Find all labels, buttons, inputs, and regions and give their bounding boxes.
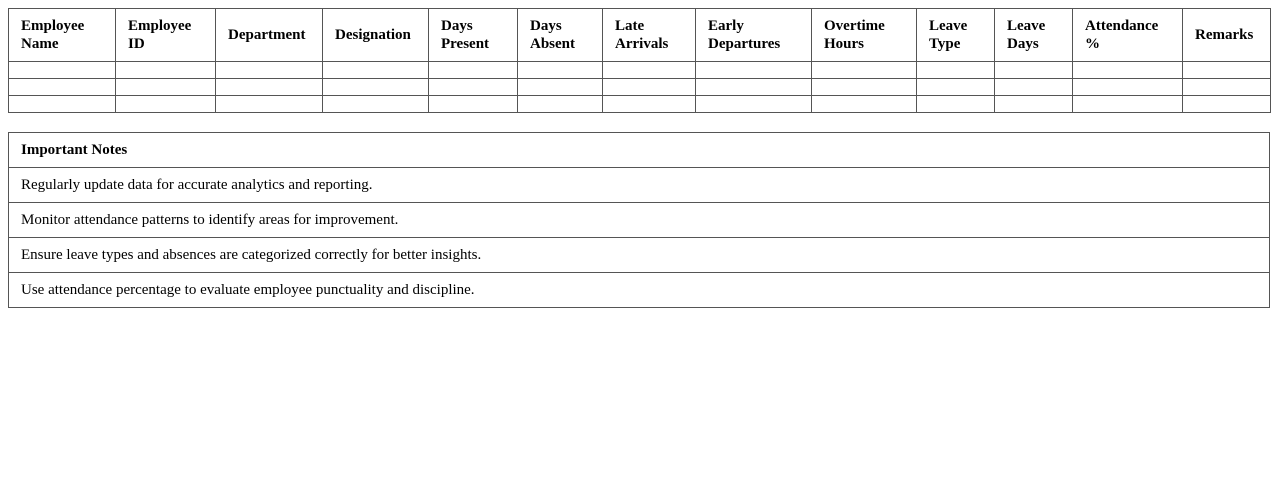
table-cell xyxy=(1182,61,1271,79)
table-cell xyxy=(215,78,323,96)
table-cell xyxy=(215,61,323,79)
table-cell xyxy=(916,61,995,79)
note-item: Use attendance percentage to evaluate em… xyxy=(8,272,1270,308)
note-item: Ensure leave types and absences are cate… xyxy=(8,237,1270,273)
table-cell xyxy=(517,61,603,79)
table-cell xyxy=(1182,95,1271,113)
table-cell xyxy=(602,78,696,96)
column-header: Attendance % xyxy=(1072,8,1183,62)
table-cell xyxy=(115,61,216,79)
table-cell xyxy=(994,61,1073,79)
table-cell xyxy=(1182,78,1271,96)
table-cell xyxy=(8,61,116,79)
table-cell xyxy=(215,95,323,113)
column-header: Employee ID xyxy=(115,8,216,62)
table-cell xyxy=(8,78,116,96)
table-cell xyxy=(695,78,812,96)
table-cell xyxy=(115,95,216,113)
column-header: Leave Type xyxy=(916,8,995,62)
table-cell xyxy=(428,78,518,96)
table-cell xyxy=(322,95,429,113)
table-cell xyxy=(602,61,696,79)
table-cell xyxy=(115,78,216,96)
table-cell xyxy=(994,78,1073,96)
table-row xyxy=(8,78,1271,96)
table-cell xyxy=(811,78,917,96)
table-cell xyxy=(811,61,917,79)
note-item: Regularly update data for accurate analy… xyxy=(8,167,1270,203)
column-header: Employee Name xyxy=(8,8,116,62)
important-notes-table: Important Notes Regularly update data fo… xyxy=(8,132,1270,308)
table-cell xyxy=(1072,95,1183,113)
table-cell xyxy=(428,61,518,79)
column-header: Days Present xyxy=(428,8,518,62)
table-cell xyxy=(517,78,603,96)
column-header: Early Departures xyxy=(695,8,812,62)
table-row xyxy=(8,61,1271,79)
header-row: Employee Name Employee ID Department Design… xyxy=(8,8,1271,62)
table-cell xyxy=(1072,61,1183,79)
table-cell xyxy=(916,78,995,96)
table-cell xyxy=(1072,78,1183,96)
column-header: Department xyxy=(215,8,323,62)
column-header: Late Arrivals xyxy=(602,8,696,62)
attendance-table: Employee Name Employee ID Department Design… xyxy=(8,8,1271,113)
column-header: Remarks xyxy=(1182,8,1271,62)
notes-title: Important Notes xyxy=(8,132,1270,168)
table-row xyxy=(8,95,1271,113)
table-cell xyxy=(517,95,603,113)
table-cell xyxy=(322,78,429,96)
table-cell xyxy=(322,61,429,79)
table-cell xyxy=(428,95,518,113)
table-cell xyxy=(916,95,995,113)
table-cell xyxy=(994,95,1073,113)
column-header: Leave Days xyxy=(994,8,1073,62)
table-cell xyxy=(811,95,917,113)
note-item: Monitor attendance patterns to identify … xyxy=(8,202,1270,238)
column-header: Days Absent xyxy=(517,8,603,62)
column-header: Overtime Hours xyxy=(811,8,917,62)
table-cell xyxy=(695,95,812,113)
column-header: Designation xyxy=(322,8,429,62)
table-cell xyxy=(602,95,696,113)
table-cell xyxy=(695,61,812,79)
table-cell xyxy=(8,95,116,113)
